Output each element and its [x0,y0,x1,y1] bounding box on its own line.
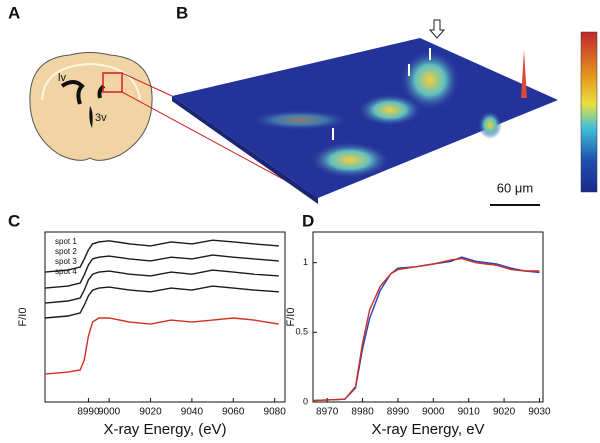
x-tick-label: 9000 [422,407,445,418]
y-tick-label: 1 [303,257,308,267]
series-line [44,254,279,289]
legend-entry: spot 1 [55,237,77,246]
y-tick-label: 0 [303,396,308,406]
x-tick-label: 9020 [493,407,516,418]
plot-frame [312,231,544,403]
x-tick-label: 9080 [264,407,287,418]
x-tick-label: 9010 [458,407,481,418]
x-tick-label: 8970 [316,407,339,418]
x-tick-label: 9020 [139,407,162,418]
series-line [44,285,279,319]
panel-label: B [176,3,188,22]
panel-label: A [8,3,20,22]
series-line [312,256,540,402]
scale-bar-label: 60 μm [497,180,533,195]
series-line [312,257,540,402]
y-tick-label: 0.5 [295,327,308,337]
x-axis-label: X-ray Energy, (eV) [103,421,226,438]
panel-label: C [8,211,20,230]
panel-label: D [302,211,314,230]
x-tick-label: 9040 [181,407,204,418]
plot-frame [44,231,286,403]
x-tick-label: 9060 [222,407,245,418]
x-tick-label: 8990 [387,407,410,418]
series-line [44,239,279,273]
x-tick-label: 8980 [351,407,374,418]
xrf-map: 60 μm [172,19,598,206]
brain-label: lv [58,72,66,84]
legend-entry: spot 2 [55,247,77,256]
x-axis-label: X-ray Energy, eV [371,421,484,438]
legend-entry: spot 3 [55,257,77,266]
series-line [44,317,279,375]
brain-label: 3v [95,112,107,124]
x-tick-label: 8990 [77,407,100,418]
x-tick-label: 9000 [98,407,121,418]
legend-entry: spot 4 [55,267,77,276]
y-axis-label: F/I0 [285,308,297,327]
y-axis-label: F/I0 [17,308,29,327]
x-tick-label: 9030 [528,407,551,418]
series-line [44,269,279,304]
